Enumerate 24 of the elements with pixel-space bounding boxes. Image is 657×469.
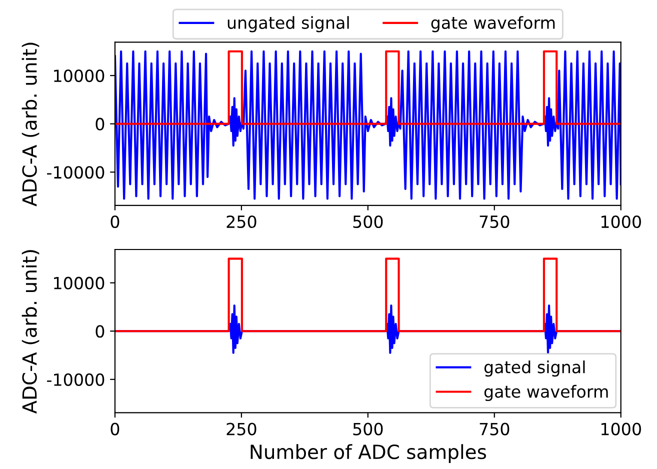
legend-label: ungated signal [228,16,349,32]
x-tick-label: 250 [226,422,256,436]
y-tick-label: -10000 [47,166,104,179]
y-tick-label: 10000 [54,276,104,290]
y-axis-title: ADC-A (arb. unit) [22,42,40,206]
x-tick-label: 1000 [601,422,641,436]
line-series [114,50,621,200]
legend-label: gate waveform [431,16,555,32]
x-tick-label: 0 [110,422,120,436]
legend-label: gated signal [484,360,585,377]
x-tick-label: 500 [353,215,383,228]
y-tick-label: 0 [96,118,104,130]
legend-label: gate waveform [484,384,608,402]
x-tick-label: 1000 [601,215,641,228]
x-tick-label: 0 [110,215,120,228]
x-tick-label: 500 [353,422,383,436]
y-tick-label: 10000 [54,69,104,82]
y-tick-label: -10000 [47,373,104,386]
x-tick-label: 750 [480,215,510,228]
x-tick-label: 750 [480,422,510,436]
x-axis-title: Number of ADC samples [250,444,486,463]
y-tick-label: 0 [96,325,104,338]
x-tick-label: 250 [226,215,256,228]
y-axis-title: ADC-A (arb. unit) [22,250,40,414]
